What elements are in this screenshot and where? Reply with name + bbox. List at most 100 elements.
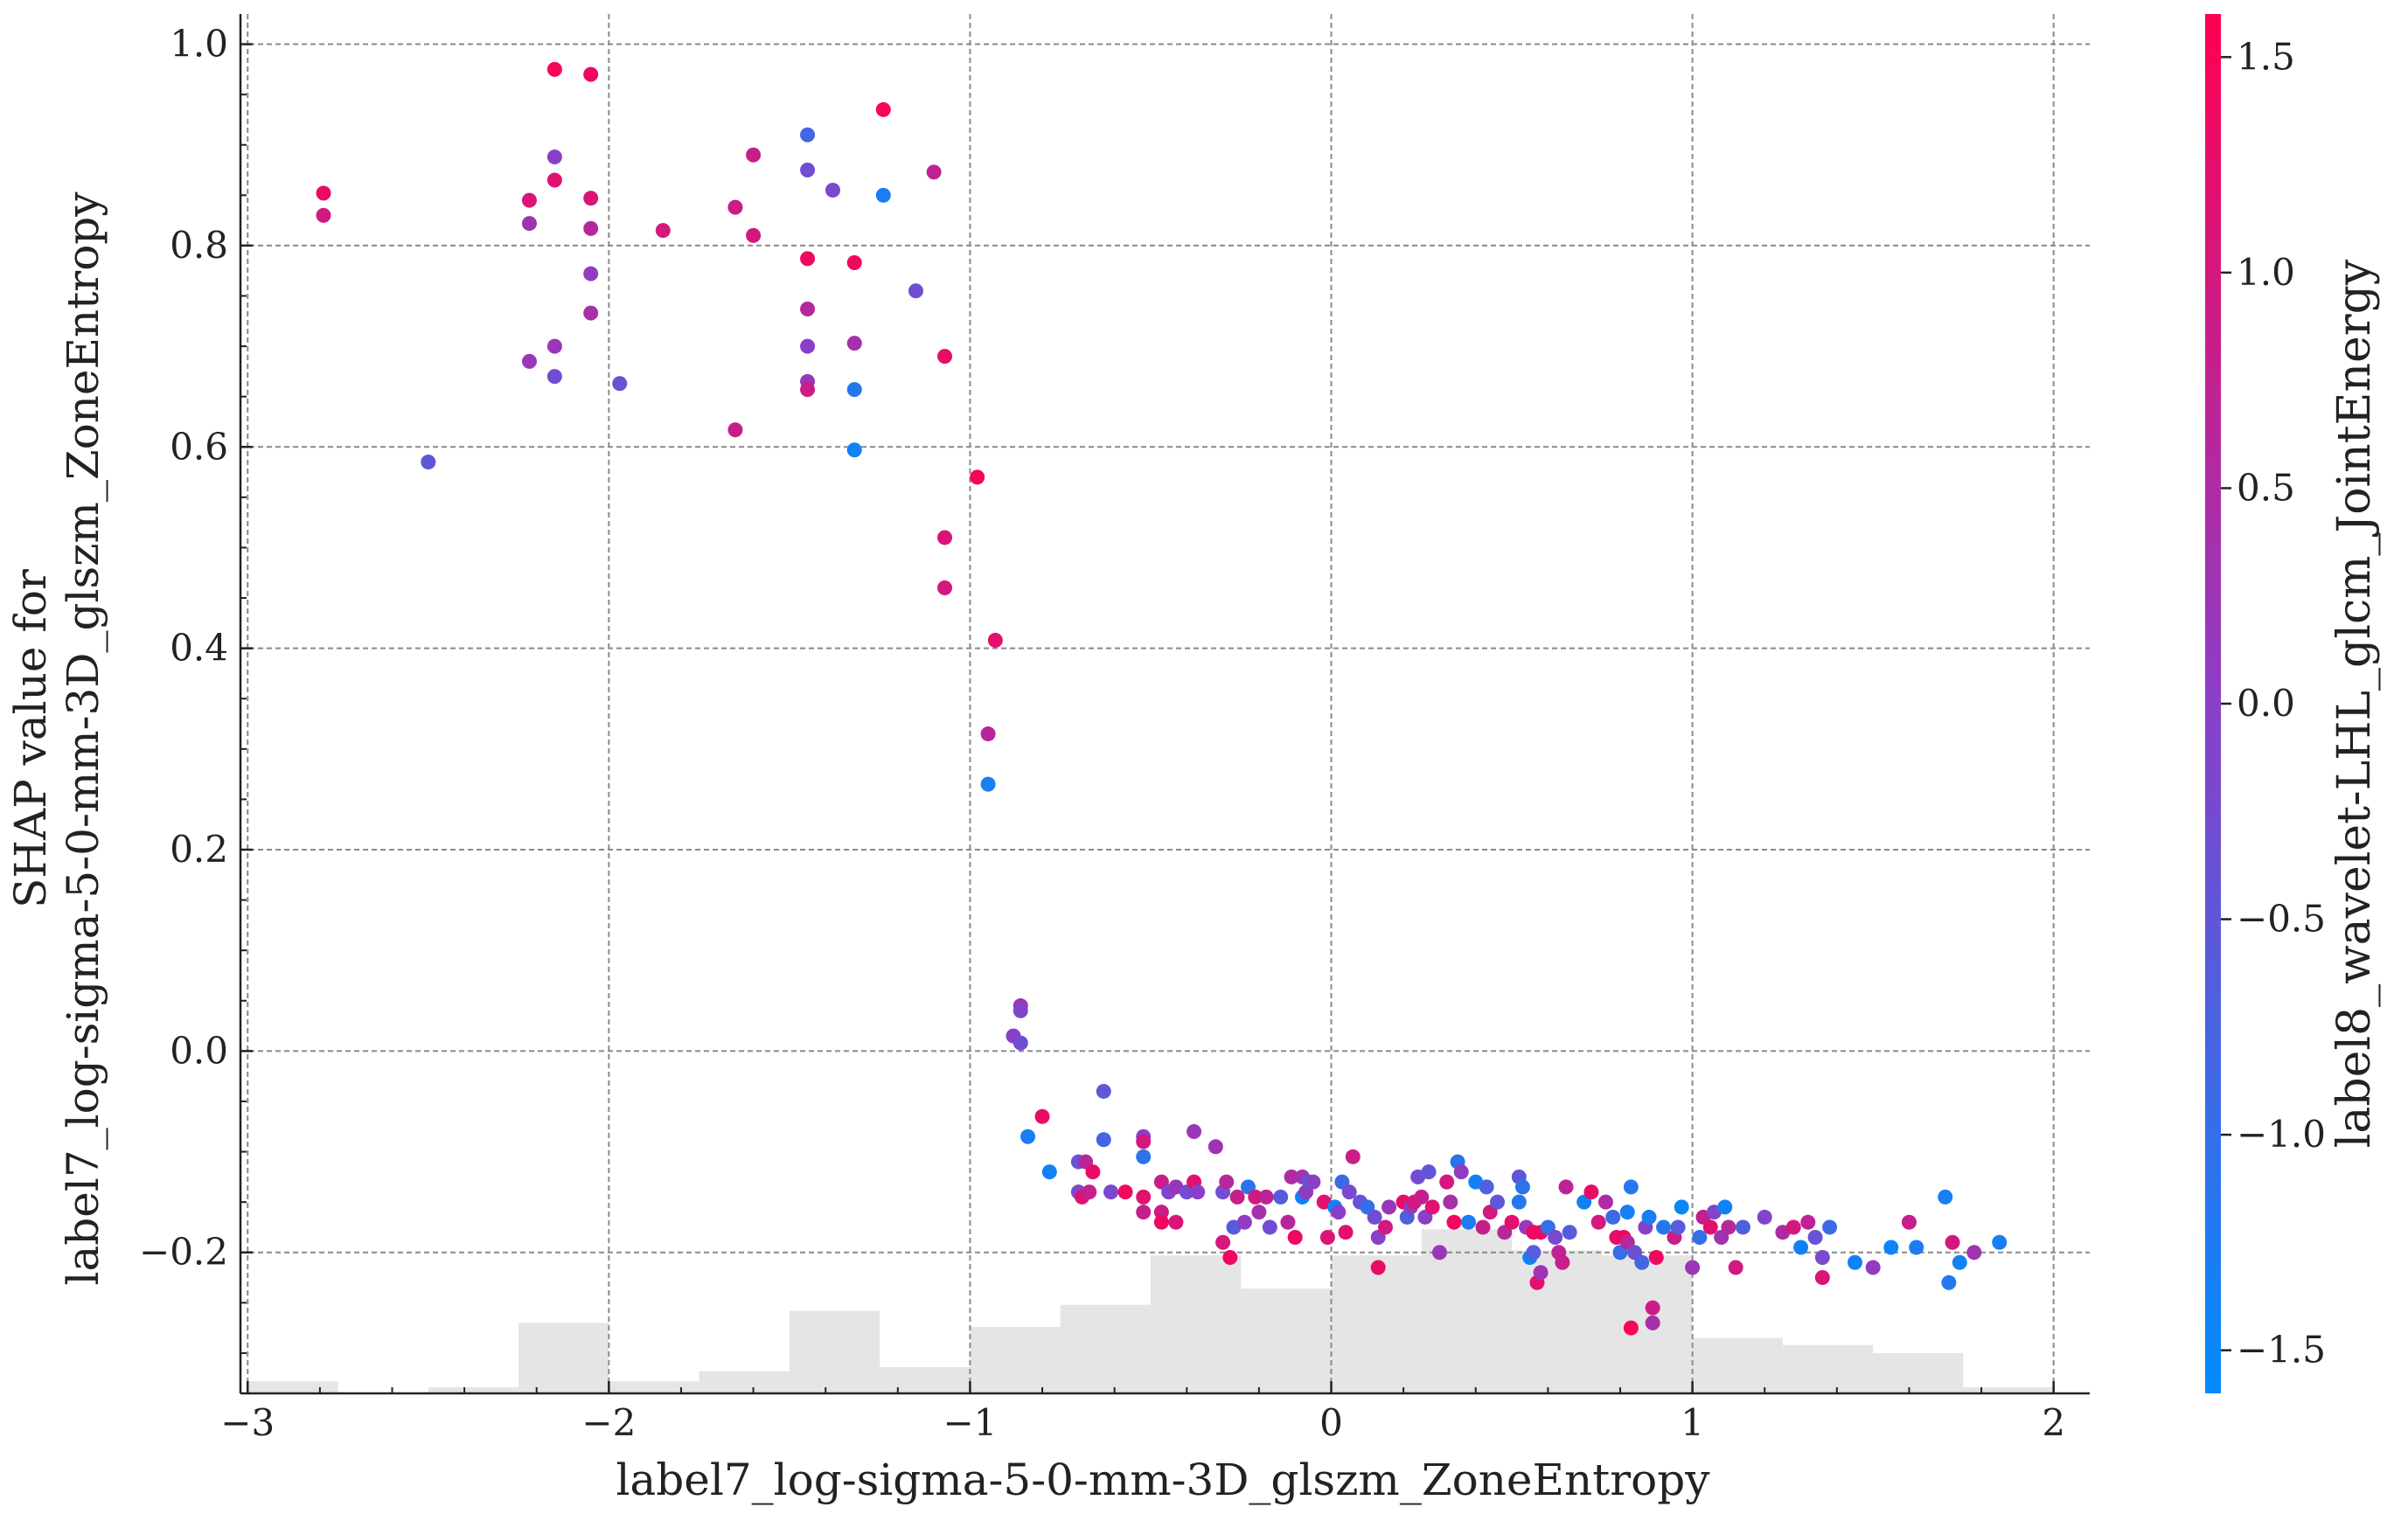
histogram-bar: [1873, 1352, 1964, 1393]
data-point: [1222, 1250, 1238, 1266]
histogram-bar: [970, 1326, 1061, 1393]
data-point: [1785, 1219, 1801, 1235]
data-point: [1168, 1214, 1184, 1230]
data-point: [1648, 1250, 1664, 1266]
data-point: [1341, 1184, 1357, 1200]
data-point: [1215, 1234, 1231, 1250]
y-tick-label: 0.0: [170, 1029, 228, 1072]
colorbar-tick-label: 0.0: [2237, 682, 2295, 725]
x-tick-label: −2: [581, 1401, 636, 1444]
data-point: [727, 422, 743, 438]
data-point: [1020, 1129, 1036, 1144]
colorbar-tick-label: −1.0: [2237, 1113, 2326, 1156]
data-point: [1558, 1179, 1574, 1195]
colorbar-tick-label: −0.5: [2237, 898, 2326, 941]
data-point: [937, 530, 953, 545]
data-point: [1583, 1184, 1599, 1200]
data-point: [1966, 1245, 1982, 1261]
data-point: [1251, 1205, 1267, 1220]
data-point: [970, 469, 985, 485]
data-point: [1645, 1300, 1660, 1316]
data-point: [655, 223, 671, 239]
y-tick-label: 0.2: [170, 828, 228, 871]
data-point: [1034, 1108, 1050, 1124]
data-point: [1623, 1179, 1639, 1195]
data-point: [926, 164, 942, 180]
data-point: [1692, 1229, 1708, 1245]
data-point: [546, 369, 562, 385]
data-point: [1814, 1250, 1830, 1266]
y-tick-label: 0.4: [170, 627, 228, 670]
data-point: [1381, 1199, 1397, 1215]
data-point: [1938, 1189, 1953, 1205]
data-point: [1136, 1205, 1152, 1220]
data-point: [800, 301, 816, 316]
data-point: [846, 382, 862, 398]
y-axis-title-line-1: SHAP value for: [5, 569, 56, 908]
histogram-bar: [428, 1387, 519, 1393]
data-point: [1992, 1234, 2008, 1250]
histogram-bar: [1963, 1387, 2054, 1393]
data-point: [1504, 1214, 1520, 1230]
data-point: [1619, 1205, 1635, 1220]
data-point: [1414, 1189, 1430, 1205]
data-point: [1735, 1219, 1750, 1235]
histogram-bar: [1241, 1288, 1332, 1393]
x-tick-label: −3: [220, 1401, 275, 1444]
histogram-bar: [789, 1310, 880, 1393]
data-point: [1082, 1184, 1097, 1200]
data-point: [1793, 1240, 1809, 1255]
data-point: [1605, 1209, 1621, 1225]
data-point: [421, 455, 436, 470]
data-point: [1717, 1199, 1733, 1215]
histogram-bar: [1060, 1304, 1151, 1393]
data-point: [1511, 1194, 1527, 1210]
data-point: [1190, 1184, 1206, 1200]
data-point: [1641, 1209, 1657, 1225]
data-point: [546, 172, 562, 188]
data-point: [908, 283, 923, 299]
data-point: [1674, 1199, 1689, 1215]
data-point: [1229, 1189, 1245, 1205]
x-tick-label: 2: [2042, 1401, 2065, 1444]
data-point: [825, 183, 840, 198]
data-point: [1273, 1189, 1289, 1205]
data-point: [1096, 1132, 1111, 1148]
data-point: [800, 382, 816, 398]
data-point: [846, 442, 862, 458]
data-point: [727, 199, 743, 215]
data-point: [1490, 1194, 1506, 1210]
y-tick-label: 1.0: [170, 23, 228, 66]
data-point: [1555, 1254, 1570, 1270]
data-point: [800, 163, 816, 178]
data-point: [1136, 1149, 1152, 1164]
x-tick-label: −1: [943, 1401, 997, 1444]
data-point: [1431, 1245, 1447, 1261]
histogram-bar: [1782, 1344, 1874, 1393]
histogram-bar: [1692, 1337, 1783, 1393]
y-tick-label: −0.2: [139, 1231, 228, 1274]
data-point: [1284, 1169, 1299, 1184]
y-tick-label: 0.8: [170, 224, 228, 267]
ticks: −3 −2 −1 0 1 2 −0.2 0.0 0.2 0.4 0.6 0.8 1.0: [139, 23, 2065, 1444]
data-point: [1800, 1214, 1816, 1230]
data-point: [1526, 1245, 1542, 1261]
colorbar-ticks: −1.5 −1.0 −0.5 0.0 0.5 1.0 1.5: [2221, 35, 2326, 1372]
data-point: [1533, 1265, 1548, 1281]
data-point: [583, 220, 599, 236]
data-point: [1728, 1260, 1743, 1275]
data-point: [1453, 1164, 1469, 1180]
x-axis-title: label7_log-sigma-5-0-mm-3D_glszm_ZoneEnt…: [616, 1455, 1710, 1505]
data-point: [1847, 1254, 1862, 1270]
histogram-bar: [880, 1367, 971, 1393]
histogram-bar: [247, 1381, 338, 1393]
data-point: [1597, 1194, 1613, 1210]
data-point: [1645, 1315, 1660, 1330]
histogram: [247, 1229, 2054, 1393]
data-point: [800, 127, 816, 142]
data-point: [1865, 1260, 1881, 1275]
histogram-bar: [699, 1371, 790, 1393]
data-point: [583, 266, 599, 281]
data-point: [1945, 1234, 1960, 1250]
